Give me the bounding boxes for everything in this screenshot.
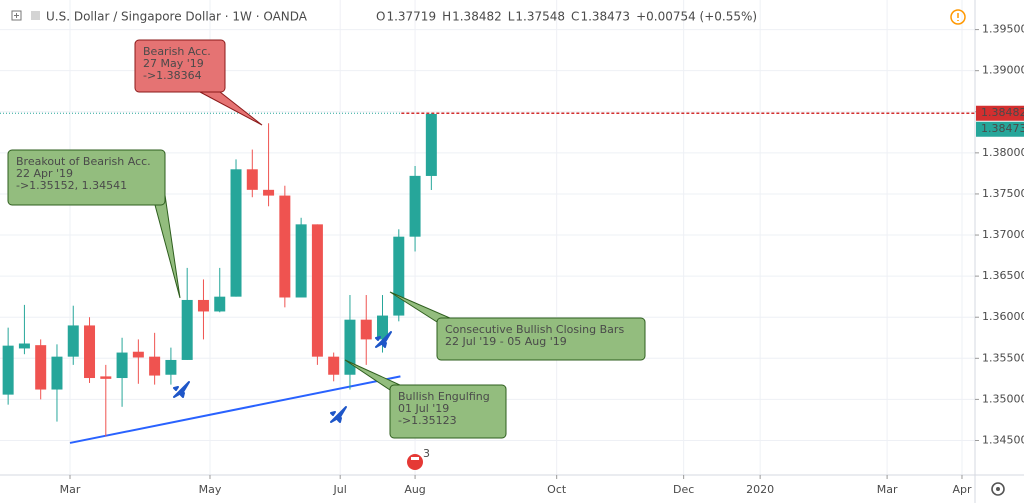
header: U.S. Dollar / Singapore Dollar · 1W · OA…: [11, 9, 966, 25]
candle-body: [67, 325, 79, 357]
x-tick-label: Mar: [877, 483, 898, 496]
annotation-text: 22 Apr '19: [16, 167, 73, 180]
x-tick-label: Aug: [404, 483, 425, 496]
symbol-title: U.S. Dollar / Singapore Dollar · 1W · OA…: [46, 10, 308, 24]
price-label-box: [976, 121, 1024, 137]
candle-body: [100, 376, 112, 379]
candle-body: [116, 352, 128, 379]
y-tick-label: 1.35000: [982, 392, 1024, 405]
candle-body: [263, 189, 275, 196]
header-value: 1.38482: [452, 10, 502, 24]
axes: 1.34500 1.35000 1.35500 1.36000 1.36500 1.370…: [60, 23, 1024, 496]
y-tick-label: 1.34500: [982, 433, 1024, 446]
rocket-icon: [375, 331, 392, 348]
expand-icon[interactable]: [11, 10, 22, 21]
y-tick-label: 1.35500: [982, 351, 1024, 364]
rocket-icon: [330, 406, 347, 423]
header-value: 1.37719: [386, 10, 436, 24]
candle-body: [393, 236, 405, 316]
y-tick-label: 1.39500: [982, 23, 1024, 36]
expand-icon-plus: [14, 13, 19, 18]
x-tick-label: Mar: [60, 483, 81, 496]
annotation-box: [389, 384, 507, 439]
candle-body: [214, 296, 226, 312]
annotation-text: ->1.35123: [398, 414, 457, 427]
settings-gear: [991, 482, 1005, 496]
y-tick-label: 1.37500: [982, 187, 1024, 200]
annotation-text: Breakout of Bearish Acc.: [16, 155, 151, 168]
candle-body: [2, 345, 14, 395]
annotation-text: Bearish Acc.: [143, 45, 211, 58]
candle-body: [230, 169, 242, 297]
x-tick-label: 2020: [746, 483, 774, 496]
header-value: 1.38473: [580, 10, 630, 24]
x-tick-label: Apr: [952, 483, 972, 496]
annotation-text: 27 May '19: [143, 57, 204, 70]
annotation-text: ->1.35152, 1.34541: [16, 179, 127, 192]
event-badge: 3: [423, 447, 430, 460]
alert-icon[interactable]: [950, 9, 966, 25]
annotation-text: 01 Jul '19: [398, 402, 449, 415]
y-tick-label: 1.38000: [982, 146, 1024, 159]
x-tick-label: Jul: [333, 483, 347, 496]
header-key: L: [508, 10, 515, 24]
annotation: Bearish Acc.27 May '19->1.38364: [134, 39, 263, 126]
annotation-box: [134, 39, 226, 93]
candle-body: [35, 345, 47, 390]
annotation: Breakout of Bearish Acc.22 Apr '19->1.35…: [7, 149, 181, 299]
header-key: H: [442, 10, 451, 24]
y-tick-label: 1.36000: [982, 310, 1024, 323]
y-tick-label: 1.39000: [982, 64, 1024, 77]
trendline: [69, 375, 401, 444]
candle-body: [425, 113, 437, 176]
price-label: 1.38473: [981, 122, 1024, 135]
header-key: C: [571, 10, 579, 24]
candle-body: [279, 195, 291, 298]
settings-icon[interactable]: [991, 482, 1005, 496]
header-key: O: [376, 10, 385, 24]
x-tick-label: May: [199, 483, 222, 496]
candle-body: [246, 169, 258, 190]
annotation-text: ->1.38364: [143, 69, 202, 82]
event-icon: [407, 454, 423, 470]
annotation-text: 22 Jul '19 - 05 Aug '19: [445, 335, 567, 348]
candle-body: [344, 319, 356, 375]
candle-body: [360, 319, 372, 340]
event-icon-flag: [411, 457, 419, 460]
candle-body: [311, 224, 323, 357]
candle-body: [328, 356, 340, 375]
price-label: 1.38482: [981, 106, 1024, 119]
candle-body: [149, 356, 161, 376]
candle-body: [84, 325, 96, 379]
y-tick-label: 1.36500: [982, 269, 1024, 282]
annotation-text: Bullish Engulfing: [398, 390, 490, 403]
y-tick-label: 1.37000: [982, 228, 1024, 241]
settings-hub: [996, 487, 1000, 491]
annotation-text: Consecutive Bullish Closing Bars: [445, 323, 624, 336]
candle-body: [409, 175, 421, 237]
header-value: 1.37548: [515, 10, 565, 24]
annotation-box: [436, 317, 646, 361]
candle-body: [197, 299, 209, 312]
annotation-box: [7, 149, 166, 206]
symbol-icon: [31, 11, 40, 20]
plot: Bearish Acc.27 May '19->1.38364 Breakout …: [0, 39, 975, 470]
candle-body: [18, 343, 30, 349]
candle-body: [377, 315, 389, 340]
price-label-box: [976, 105, 1024, 121]
x-tick-label: Dec: [673, 483, 694, 496]
x-tick-label: Oct: [547, 483, 567, 496]
header-change: +0.00754 (+0.55%): [636, 10, 757, 24]
candle-body: [51, 356, 63, 390]
candle-body: [165, 359, 177, 375]
rocket-icon: [173, 381, 190, 398]
candle-body: [181, 299, 193, 360]
candle-body: [132, 351, 144, 358]
candle-body: [295, 224, 307, 298]
